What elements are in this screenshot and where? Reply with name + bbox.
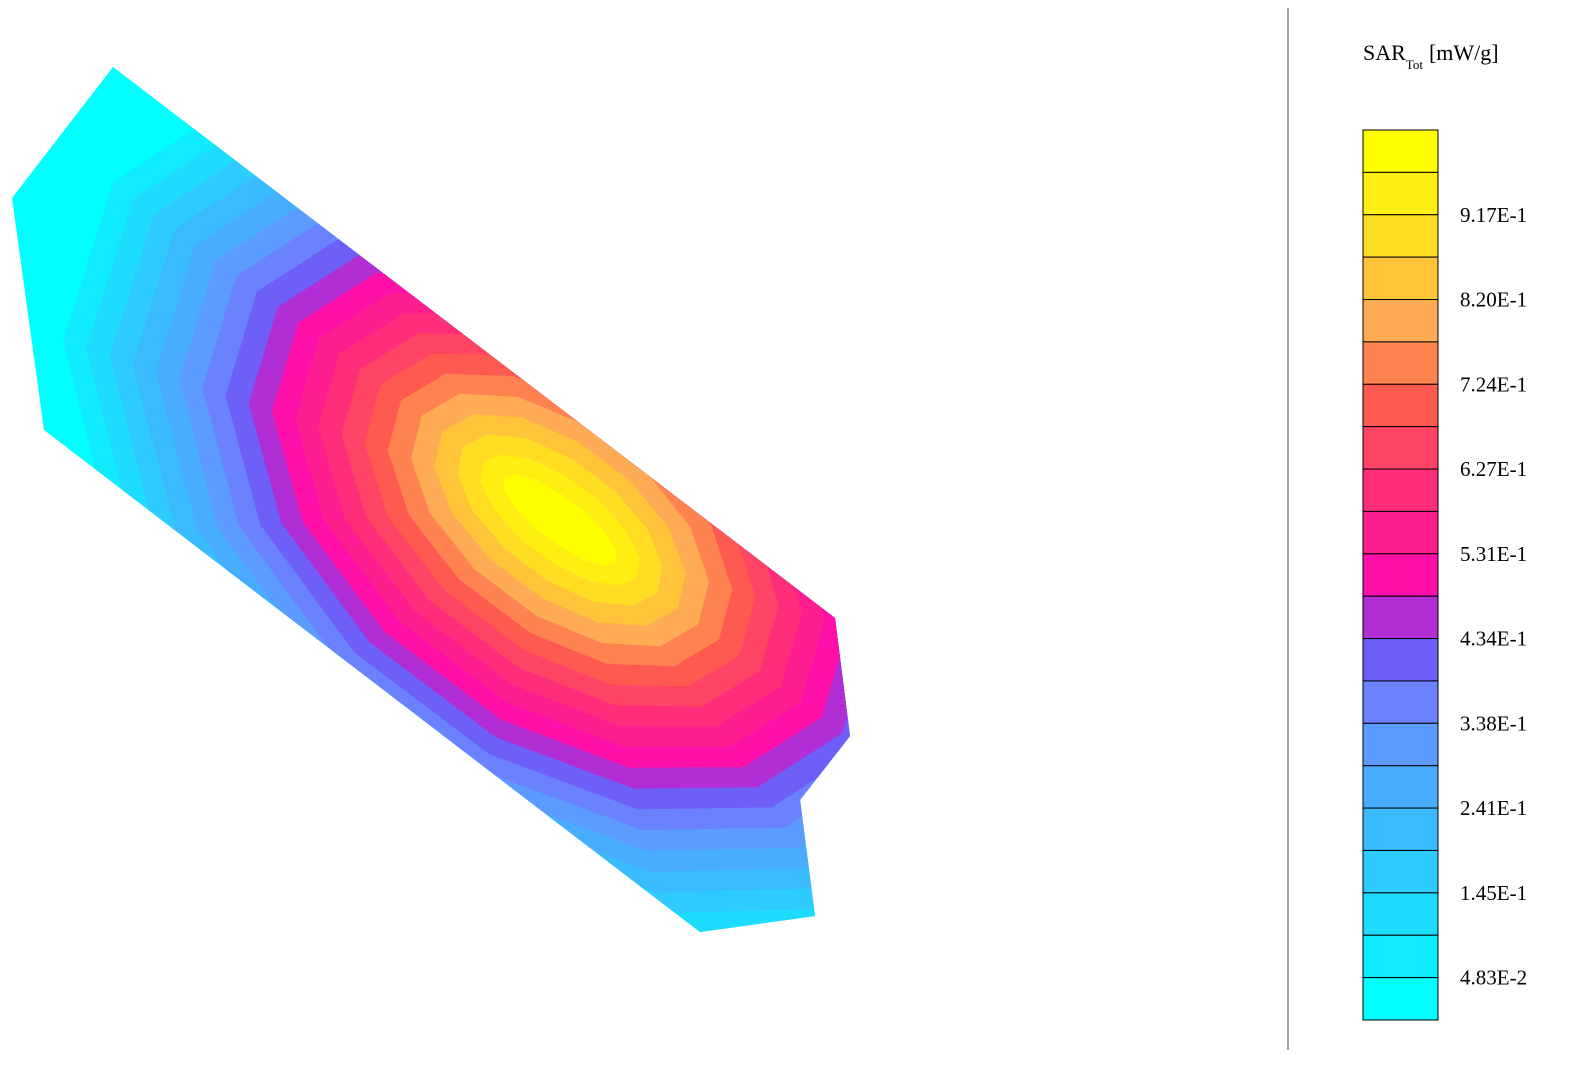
legend-tick-label: 4.34E-1 (1460, 627, 1527, 651)
legend-swatch (1362, 553, 1439, 597)
legend-swatch (1362, 638, 1439, 682)
legend-swatch (1362, 256, 1439, 301)
contour-bands (12, 67, 850, 932)
legend-swatch (1362, 510, 1439, 555)
panel-divider (1287, 8, 1289, 1050)
legend-swatch (1362, 934, 1439, 979)
legend-title-subscript: Tot (1405, 57, 1423, 72)
legend-swatch (1362, 892, 1439, 936)
legend-swatch (1362, 299, 1439, 343)
legend-tick-label: 8.20E-1 (1460, 288, 1527, 312)
legend-swatch (1362, 426, 1439, 470)
legend-tick-label: 5.31E-1 (1460, 542, 1527, 566)
color-legend: 9.17E-1 8.20E-1 7.24E-1 6.27E-1 5.31E-1 4.34E… (1362, 129, 1527, 1021)
legend-swatch (1362, 680, 1439, 724)
legend-unit: [mW/g] (1428, 40, 1499, 65)
legend-tick-label: 6.27E-1 (1460, 457, 1527, 481)
legend-swatch (1362, 383, 1439, 428)
legend-swatch (1362, 722, 1439, 767)
legend-swatch (1362, 468, 1439, 512)
legend-tick-label: 4.83E-2 (1460, 966, 1527, 990)
sar-distribution-plot (12, 67, 850, 932)
legend-swatch (1362, 171, 1439, 216)
legend-swatch (1362, 977, 1439, 1021)
legend-swatch (1362, 849, 1439, 894)
legend-tick-label: 3.38E-1 (1460, 711, 1527, 735)
legend-swatch (1362, 341, 1439, 385)
legend-title-main: SAR (1363, 40, 1406, 65)
legend-swatch (1362, 595, 1439, 640)
legend-tick-label: 1.45E-1 (1460, 881, 1527, 905)
legend-title: SARTot [mW/g] (1363, 40, 1499, 73)
legend-tick-label: 2.41E-1 (1460, 796, 1527, 820)
legend-swatch (1362, 807, 1439, 851)
legend-swatch (1362, 765, 1439, 809)
legend-tick-label: 7.24E-1 (1460, 372, 1527, 396)
legend-swatch (1362, 129, 1439, 173)
sar-contour-map (12, 67, 850, 932)
legend-tick-label: 9.17E-1 (1460, 203, 1527, 227)
legend-swatch (1362, 214, 1439, 258)
contour-band (503, 474, 617, 566)
